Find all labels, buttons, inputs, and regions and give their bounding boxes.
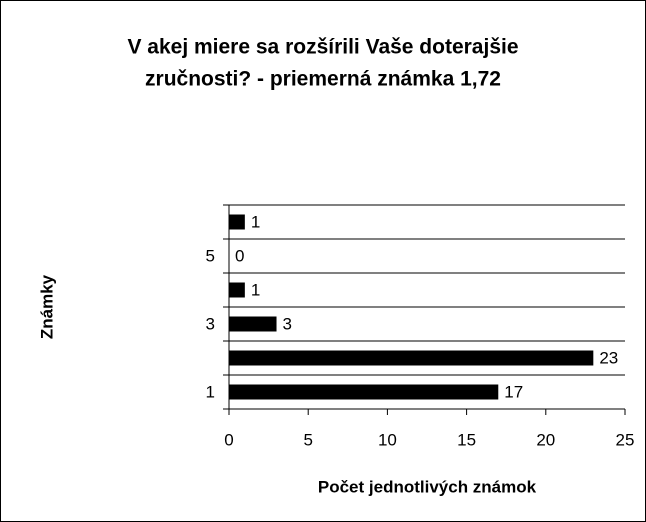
bar <box>229 316 277 332</box>
x-tick-label: 10 <box>378 430 397 449</box>
y-tick-label: 3 <box>206 314 215 333</box>
x-tick-label: 15 <box>457 430 476 449</box>
x-tick-label: 0 <box>224 430 233 449</box>
x-tick-label: 25 <box>616 430 635 449</box>
y-tick-label: 5 <box>206 246 215 265</box>
bar <box>229 350 594 366</box>
bar <box>229 214 245 230</box>
data-label: 1 <box>251 212 260 231</box>
y-tick-label: 1 <box>206 382 215 401</box>
data-label: 23 <box>599 348 618 367</box>
data-label: 17 <box>504 382 523 401</box>
x-tick-label: 5 <box>303 430 312 449</box>
chart-title: zručnosti? - priemerná známka 1,72 <box>145 68 501 91</box>
x-tick-label: 20 <box>536 430 555 449</box>
x-axis-title: Počet jednotlivých známok <box>318 477 537 496</box>
bar <box>229 282 245 298</box>
y-axis-title: Známky <box>37 274 56 339</box>
chart-title: V akej miere sa rozšírili Vaše doterajši… <box>127 36 518 59</box>
data-label: 1 <box>251 280 260 299</box>
data-label: 3 <box>283 314 292 333</box>
data-label: 0 <box>235 246 244 265</box>
bar <box>229 384 499 400</box>
